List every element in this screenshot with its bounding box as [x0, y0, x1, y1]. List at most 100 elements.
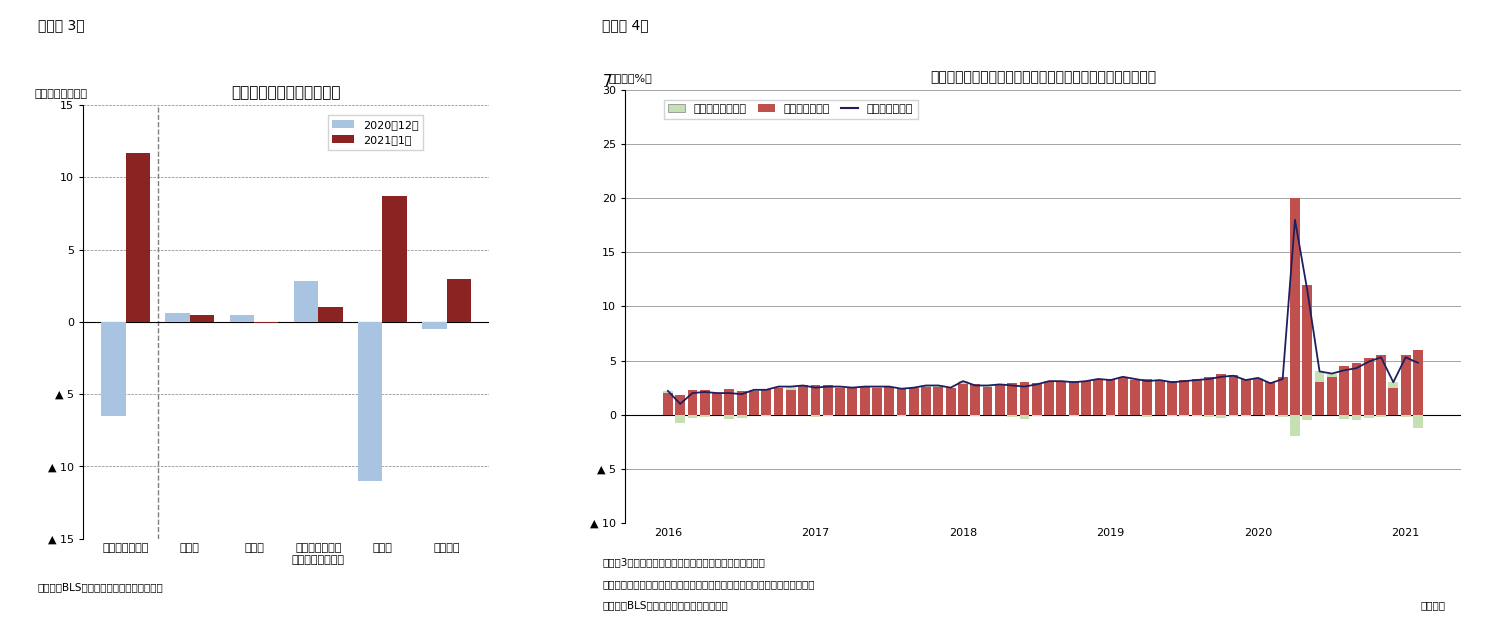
Bar: [810, 386, 821, 415]
Bar: [836, 386, 845, 387]
Bar: [946, 387, 956, 415]
Bar: [358, 322, 383, 481]
Bar: [1056, 382, 1066, 415]
Bar: [1020, 382, 1030, 415]
Bar: [1339, 366, 1349, 415]
Bar: [383, 196, 407, 322]
Bar: [1327, 373, 1337, 377]
Bar: [1203, 415, 1214, 417]
Bar: [970, 384, 980, 415]
Bar: [190, 314, 214, 322]
Bar: [1401, 415, 1411, 417]
Bar: [675, 415, 685, 423]
Bar: [1376, 415, 1386, 417]
Bar: [688, 390, 697, 415]
Bar: [1130, 380, 1140, 415]
Text: （注）3カ月後方移動平均後の前月比伸び率（年率換算）: （注）3カ月後方移動平均後の前月比伸び率（年率換算）: [602, 557, 765, 567]
Bar: [860, 386, 869, 415]
Bar: [422, 322, 447, 329]
Bar: [1315, 382, 1324, 415]
Bar: [1105, 415, 1116, 416]
Bar: [1081, 381, 1090, 415]
Bar: [958, 381, 968, 384]
Bar: [663, 393, 673, 415]
Bar: [1303, 285, 1312, 415]
Bar: [1008, 415, 1017, 417]
Bar: [896, 387, 907, 415]
Text: （図表 3）: （図表 3）: [38, 19, 84, 33]
Bar: [1032, 383, 1042, 415]
Bar: [1413, 350, 1423, 415]
Bar: [1253, 378, 1264, 379]
Bar: [748, 391, 759, 415]
Bar: [1241, 415, 1250, 416]
Title: 前月分・前々月分の改定幅: 前月分・前々月分の改定幅: [232, 85, 340, 100]
Bar: [1327, 377, 1337, 415]
Bar: [1351, 415, 1361, 420]
Bar: [229, 314, 255, 322]
Text: （資料）BLSよりニッセイ基礎研究所作成: （資料）BLSよりニッセイ基礎研究所作成: [602, 600, 727, 610]
Text: 週当たり賃金伸び率＝週当たり労働時間伸び率＋時間当たり賃金伸び率: 週当たり賃金伸び率＝週当たり労働時間伸び率＋時間当たり賃金伸び率: [602, 579, 815, 589]
Bar: [995, 384, 1005, 386]
Bar: [1229, 415, 1238, 416]
Bar: [1277, 377, 1288, 415]
Bar: [1339, 415, 1349, 419]
Bar: [447, 279, 471, 322]
Bar: [675, 396, 685, 415]
Bar: [836, 387, 845, 415]
Bar: [318, 308, 342, 322]
Bar: [1191, 379, 1202, 415]
Bar: [1291, 415, 1300, 436]
Bar: [1364, 358, 1373, 415]
Bar: [1069, 415, 1078, 416]
Bar: [688, 415, 697, 418]
Bar: [700, 415, 709, 417]
Bar: [786, 386, 795, 390]
Bar: [1093, 379, 1104, 415]
Bar: [995, 386, 1005, 415]
Bar: [762, 415, 771, 416]
Bar: [1376, 355, 1386, 415]
Bar: [896, 415, 907, 416]
Bar: [798, 386, 809, 415]
Bar: [101, 322, 125, 416]
Bar: [1191, 415, 1202, 416]
Bar: [166, 313, 190, 322]
Bar: [1020, 415, 1030, 419]
Bar: [724, 389, 735, 415]
Bar: [1241, 379, 1250, 415]
Title: 民間非農業部門の週当たり賃金伸び率（年率換算、寄与度）: 民間非農業部門の週当たり賃金伸び率（年率換算、寄与度）: [929, 71, 1157, 84]
Bar: [934, 386, 943, 415]
Bar: [910, 387, 919, 415]
Bar: [1265, 382, 1276, 415]
Bar: [1413, 415, 1423, 428]
Bar: [1217, 373, 1226, 415]
Text: （月次）: （月次）: [1420, 600, 1446, 610]
Bar: [810, 415, 821, 417]
Bar: [822, 415, 833, 416]
Bar: [1143, 379, 1152, 415]
Bar: [774, 387, 783, 415]
Bar: [1389, 387, 1398, 415]
Bar: [1303, 415, 1312, 420]
Bar: [294, 282, 318, 322]
Bar: [1351, 363, 1361, 415]
Bar: [1008, 383, 1017, 415]
Bar: [1105, 379, 1116, 415]
Bar: [1167, 415, 1176, 416]
Legend: 週当たり労働時間, 時間当たり賃金, 一週当たり賃金: 週当たり労働時間, 時間当たり賃金, 一週当たり賃金: [664, 100, 917, 118]
Text: （年率、%）: （年率、%）: [608, 73, 652, 83]
Bar: [1401, 355, 1411, 415]
Bar: [1217, 415, 1226, 418]
Bar: [255, 322, 279, 323]
Text: （図表 4）: （図表 4）: [602, 19, 649, 33]
Bar: [1315, 371, 1324, 382]
Bar: [736, 415, 747, 418]
Bar: [1056, 381, 1066, 382]
Text: （資料）BLSよりニッセイ基礎研究所作成: （資料）BLSよりニッセイ基礎研究所作成: [38, 582, 163, 592]
Bar: [822, 386, 833, 415]
Bar: [1167, 381, 1176, 415]
Bar: [1203, 377, 1214, 415]
Bar: [762, 389, 771, 415]
Bar: [1044, 381, 1054, 382]
